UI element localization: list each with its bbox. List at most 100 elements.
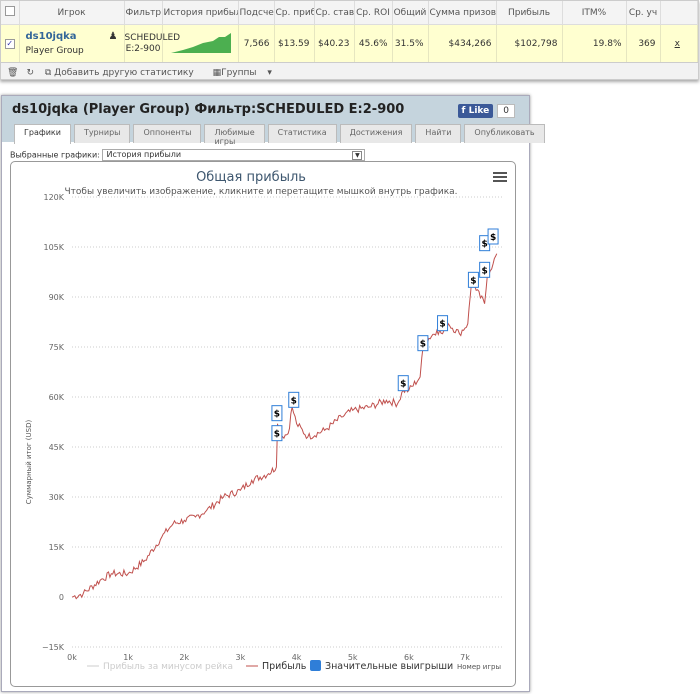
legend-wins-swatch [310, 660, 321, 671]
dollar-icon: $ [482, 240, 488, 250]
groups-button[interactable]: ▦Группы ▾ [212, 68, 272, 78]
x-tick-label: 1k [123, 653, 133, 662]
tab-0[interactable]: Графики [14, 124, 71, 144]
itm: 19.8% [562, 24, 627, 63]
dollar-icon: $ [439, 320, 445, 330]
dollar-icon: $ [274, 410, 280, 420]
column-header[interactable]: Ср. ROI [354, 1, 393, 25]
y-tick-label: 30K [49, 493, 65, 502]
y-tick-label: 60K [49, 393, 65, 402]
big-win-marker [397, 375, 409, 392]
row-checkbox[interactable]: ✓ [4, 38, 15, 49]
tab-6[interactable]: Найти [415, 124, 462, 143]
x-axis-label: Номер игры [457, 663, 501, 671]
big-win-marker [271, 405, 283, 422]
column-header[interactable]: Фильтр [124, 1, 163, 25]
x-tick-label: 2k [179, 653, 189, 662]
y-tick-label: −15K [42, 643, 65, 652]
y-tick-label: 75K [49, 343, 65, 352]
tab-7[interactable]: Опубликовать [464, 124, 545, 143]
x-tick-label: 5k [348, 653, 358, 662]
add-stat-button[interactable]: ⧉ Добавить другую статистику [44, 68, 194, 78]
profit-chart[interactable]: Общая прибыль Чтобы увеличить изображение… [11, 162, 515, 686]
y-tick-label: 0 [59, 593, 64, 602]
column-header[interactable]: Ср. став [314, 1, 355, 25]
column-header[interactable]: Прибыль [496, 1, 563, 25]
chart-container[interactable]: Общая прибыль Чтобы увеличить изображение… [10, 161, 516, 687]
avg-stake: $40.23 [314, 24, 355, 63]
tab-5[interactable]: Достижения [339, 124, 413, 143]
panel-title: ds10jqka (Player Group) Фильтр:SCHEDULED… [12, 102, 405, 117]
dollar-icon: $ [482, 266, 488, 276]
player-name[interactable]: ds10jqka [25, 31, 77, 42]
chart-select-value: История прибыли [106, 150, 182, 159]
y-tick-label: 45K [49, 443, 65, 452]
like-label: Like [468, 106, 490, 116]
column-header[interactable]: ITM% [562, 1, 627, 25]
y-tick-label: 90K [49, 293, 65, 302]
avg-field: 369 [626, 24, 661, 63]
x-tick-label: 6k [404, 653, 414, 662]
x-tick-label: 7k [460, 653, 470, 662]
avg-roi: 45.6% [354, 24, 393, 63]
table-toolbar: 🗑 ↻ ⧉ Добавить другую статистику ▦Группы … [1, 63, 698, 83]
selected-charts-label: Выбранные графики: [10, 150, 100, 160]
chart-select[interactable]: История прибыли ▼ [102, 149, 366, 161]
dollar-icon: $ [490, 233, 496, 243]
x-tick-label: 4k [292, 653, 302, 662]
y-tick-label: 120K [43, 193, 64, 202]
y-axis-label: Суммарный итог (USD) [25, 420, 33, 505]
menu-icon[interactable] [493, 172, 507, 182]
chart-title: Общая прибыль [196, 170, 306, 185]
filter-cell: SCHEDULED E:2-900 [124, 24, 180, 63]
tab-3[interactable]: Любимые игры [204, 124, 265, 146]
big-win-marker [271, 425, 283, 442]
like-count: 0 [497, 104, 515, 118]
count: 7,566 [238, 24, 275, 63]
column-header[interactable]: Подсче [238, 1, 275, 25]
stats-table: Игрок Фильтр История прибыл Подсче Ср. приб С… [1, 1, 698, 63]
refresh-icon[interactable]: ↻ [26, 68, 34, 78]
profit-sparkline [170, 33, 231, 53]
remove-link[interactable]: x [660, 24, 698, 63]
trash-icon[interactable]: 🗑 [7, 68, 19, 78]
select-all-checkbox[interactable] [4, 6, 15, 16]
player-panel: ds10jqka (Player Group) Фильтр:SCHEDULED… [1, 95, 545, 692]
column-header[interactable]: Игрок [19, 1, 125, 25]
column-header[interactable] [1, 1, 20, 25]
fb-like-button[interactable]: f Like [457, 104, 494, 118]
x-tick-label: 0k [67, 653, 77, 662]
player-group: Player Group [25, 46, 84, 56]
stats-table-container: Игрок Фильтр История прибыл Подсче Ср. приб С… [0, 0, 699, 80]
dollar-icon: $ [400, 380, 406, 390]
avg-profit: $13.59 [274, 24, 315, 63]
groups-label: Группы [221, 68, 257, 78]
big-win-marker [479, 261, 491, 278]
column-header[interactable]: История прибыл [162, 1, 239, 25]
player-icon: ♟ [108, 31, 118, 42]
x-tick-label: 3k [236, 653, 246, 662]
total: 31.5% [392, 24, 429, 63]
y-tick-label: 105K [43, 243, 64, 252]
chart-subtitle: Чтобы увеличить изображение, кликните и … [64, 187, 457, 197]
column-header[interactable] [660, 1, 698, 25]
column-header[interactable]: Ср. приб [274, 1, 315, 25]
column-header[interactable]: Сумма призов [428, 1, 497, 25]
profit: $102,798 [496, 24, 563, 63]
table-row[interactable]: ✓ ds10jqka Player Group ♟ SCHEDULED E:2-90… [1, 24, 698, 63]
dollar-icon: $ [420, 340, 426, 350]
column-header[interactable]: Ср. уч [626, 1, 661, 25]
tab-4[interactable]: Статистика [267, 124, 337, 143]
add-stat-label: Добавить другую статистику [54, 68, 194, 78]
big-win-marker [417, 335, 429, 352]
big-win-marker [467, 271, 479, 288]
tab-2[interactable]: Оппоненты [133, 124, 202, 143]
tab-1[interactable]: Турниры [73, 124, 131, 143]
big-win-marker [437, 315, 449, 332]
big-win-marker [288, 391, 300, 408]
dropdown-icon: ▼ [352, 151, 363, 160]
big-win-marker [487, 228, 499, 245]
dollar-icon: $ [274, 430, 280, 440]
prizes: $434,266 [428, 24, 497, 63]
column-header[interactable]: Общий [392, 1, 429, 25]
